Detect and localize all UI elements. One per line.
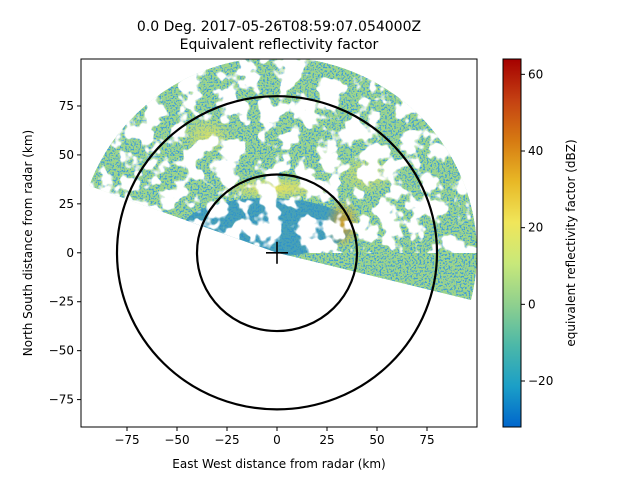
colorbar-label: equivalent reflectivity factor (dBZ) <box>564 139 578 346</box>
range-ring <box>115 95 439 411</box>
echo-gaps <box>89 59 477 253</box>
colorbar-tick-label: −20 <box>528 374 553 388</box>
plot-area <box>89 59 477 411</box>
x-axis-label: East West distance from radar (km) <box>172 457 385 471</box>
y-tick-label: 75 <box>59 99 74 113</box>
x-tick-label: −50 <box>164 433 189 447</box>
x-tick-label: 75 <box>419 433 434 447</box>
y-axis-label: North South distance from radar (km) <box>21 130 35 356</box>
y-tick-label: 0 <box>66 246 74 260</box>
range-ring <box>195 173 359 333</box>
colorbar: −20 0 20 40 60 equivalent reflectivity facto… <box>502 58 578 428</box>
chart-title-line1: 0.0 Deg. 2017-05-26T08:59:07.054000Z <box>137 19 421 35</box>
x-tick-label: −75 <box>114 433 139 447</box>
chart-title-line2: Equivalent reflectivity factor <box>180 37 379 53</box>
colorbar-gradient <box>502 58 522 428</box>
colorbar-tick-label: 20 <box>528 221 543 235</box>
x-tick-label: 50 <box>369 433 384 447</box>
colorbar-tick-label: 40 <box>528 144 543 158</box>
x-tick-label: −25 <box>214 433 239 447</box>
y-tick-label: −75 <box>49 393 74 407</box>
x-tick-label: 25 <box>319 433 334 447</box>
colorbar-tick-label: 0 <box>528 297 536 311</box>
y-tick-label: −25 <box>49 295 74 309</box>
colorbar-tick-label: 60 <box>528 67 543 81</box>
x-tick-label: 0 <box>273 433 281 447</box>
y-tick-label: 25 <box>59 197 74 211</box>
y-tick-label: −50 <box>49 344 74 358</box>
plot-frame <box>80 58 478 428</box>
y-tick-label: 50 <box>59 148 74 162</box>
